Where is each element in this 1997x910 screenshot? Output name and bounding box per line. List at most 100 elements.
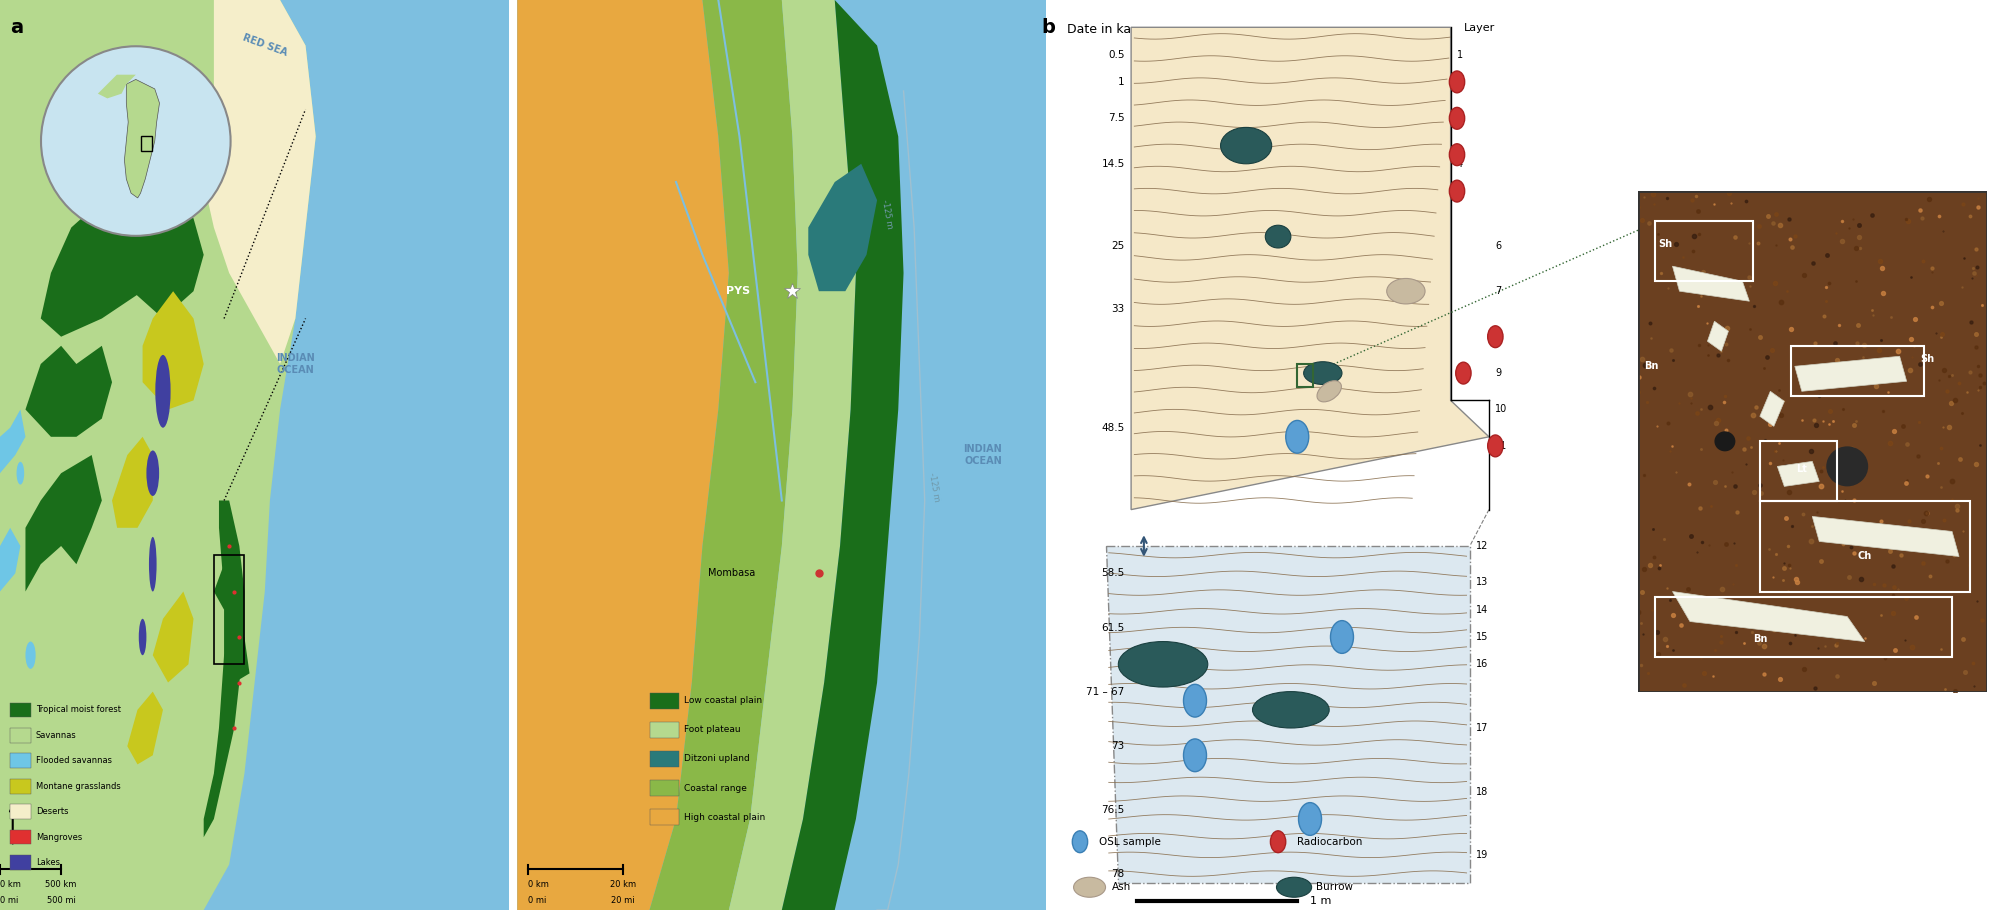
Ellipse shape (1266, 225, 1290, 248)
Text: 25: 25 (1112, 241, 1124, 250)
Circle shape (1456, 362, 1472, 384)
Bar (10, 728, 30, 743)
Polygon shape (1777, 461, 1819, 486)
Bar (10, 753, 30, 768)
Bar (140, 136, 152, 150)
Text: 33: 33 (1112, 305, 1124, 314)
Text: INDIAN
OCEAN: INDIAN OCEAN (276, 353, 316, 375)
Polygon shape (128, 200, 204, 318)
Polygon shape (729, 0, 857, 910)
Polygon shape (124, 79, 160, 198)
Text: 5: 5 (1458, 187, 1464, 196)
Bar (10, 703, 30, 717)
Text: 8: 8 (1496, 332, 1502, 341)
Polygon shape (809, 164, 877, 291)
Bar (10, 804, 30, 819)
Bar (10, 779, 30, 794)
Text: Bn: Bn (1753, 634, 1767, 644)
Text: -125 m: -125 m (927, 472, 941, 502)
Ellipse shape (138, 619, 146, 655)
Text: 61.5: 61.5 (1102, 623, 1124, 632)
Text: Deserts: Deserts (36, 807, 68, 816)
Text: Lakes: Lakes (36, 858, 60, 867)
Ellipse shape (1713, 431, 1735, 451)
Text: 76.5: 76.5 (1102, 805, 1124, 814)
Circle shape (1488, 326, 1504, 348)
Text: 9: 9 (1496, 369, 1502, 378)
Text: 1: 1 (1118, 77, 1124, 86)
Ellipse shape (156, 355, 170, 428)
Bar (10, 855, 30, 870)
Polygon shape (112, 437, 152, 528)
Polygon shape (26, 346, 112, 437)
Text: Radiocarbon: Radiocarbon (1298, 837, 1362, 846)
Bar (1759, 441, 1837, 501)
Bar (649, 722, 679, 738)
Text: 14.5: 14.5 (1102, 159, 1124, 168)
Polygon shape (1671, 592, 1865, 642)
Text: Ditzoni upland: Ditzoni upland (683, 754, 749, 763)
Bar (1791, 347, 1923, 397)
Circle shape (1450, 144, 1464, 166)
Polygon shape (92, 109, 194, 182)
Text: 73: 73 (1112, 742, 1124, 751)
Text: High coastal plain: High coastal plain (683, 813, 765, 822)
Circle shape (1072, 831, 1088, 853)
Polygon shape (0, 410, 26, 473)
Text: b: b (1042, 18, 1056, 37)
Ellipse shape (1252, 692, 1330, 728)
Text: 0 mi: 0 mi (0, 896, 18, 905)
Ellipse shape (1118, 642, 1208, 687)
Bar (214, 555, 244, 664)
Polygon shape (1671, 266, 1749, 301)
Text: 16: 16 (1476, 660, 1488, 669)
Text: 10: 10 (1496, 405, 1508, 414)
Text: 58.5: 58.5 (1102, 569, 1124, 578)
Text: -125 m: -125 m (881, 199, 895, 229)
Polygon shape (1106, 546, 1470, 883)
Polygon shape (128, 692, 164, 764)
Polygon shape (0, 528, 20, 592)
Bar (1759, 501, 1969, 592)
Text: Sh: Sh (1658, 238, 1673, 248)
Polygon shape (214, 564, 240, 610)
Circle shape (1450, 180, 1464, 202)
Text: PYS: PYS (727, 287, 751, 296)
Text: 17: 17 (1476, 723, 1488, 733)
Text: 0 km: 0 km (0, 880, 20, 889)
Ellipse shape (1304, 361, 1342, 384)
Text: 1 m: 1 m (1310, 896, 1332, 905)
Polygon shape (649, 0, 797, 910)
Polygon shape (152, 592, 194, 682)
Text: Mombasa: Mombasa (709, 569, 755, 578)
Text: Foot plateau: Foot plateau (683, 725, 741, 734)
Polygon shape (783, 0, 903, 910)
Text: Montane grasslands: Montane grasslands (36, 782, 120, 791)
Text: INDIAN
OCEAN: INDIAN OCEAN (963, 444, 1002, 466)
Polygon shape (142, 291, 204, 410)
Text: Ch: Ch (1857, 551, 1871, 561)
Ellipse shape (1825, 447, 1867, 486)
Polygon shape (1795, 356, 1907, 391)
Polygon shape (0, 0, 316, 910)
Text: 0 mi: 0 mi (527, 896, 547, 905)
Text: Flooded savannas: Flooded savannas (36, 756, 112, 765)
Polygon shape (26, 455, 102, 592)
Text: OSL sample: OSL sample (1098, 837, 1160, 846)
Text: Sh: Sh (1921, 354, 1935, 364)
Bar (649, 693, 679, 709)
Polygon shape (224, 637, 250, 682)
Polygon shape (1759, 391, 1783, 426)
Circle shape (1488, 435, 1504, 457)
Text: 0.5: 0.5 (1108, 50, 1124, 59)
Text: 14: 14 (1476, 605, 1488, 614)
Ellipse shape (16, 462, 24, 484)
Polygon shape (1707, 321, 1727, 351)
Text: Low coastal plain: Low coastal plain (683, 696, 763, 705)
Text: 1: 1 (1458, 50, 1464, 59)
Text: 20 km: 20 km (609, 880, 637, 889)
Text: 18: 18 (1476, 787, 1488, 796)
Text: 500 km: 500 km (46, 880, 76, 889)
Text: 4: 4 (1458, 159, 1464, 168)
Text: Burrow: Burrow (1316, 883, 1354, 892)
